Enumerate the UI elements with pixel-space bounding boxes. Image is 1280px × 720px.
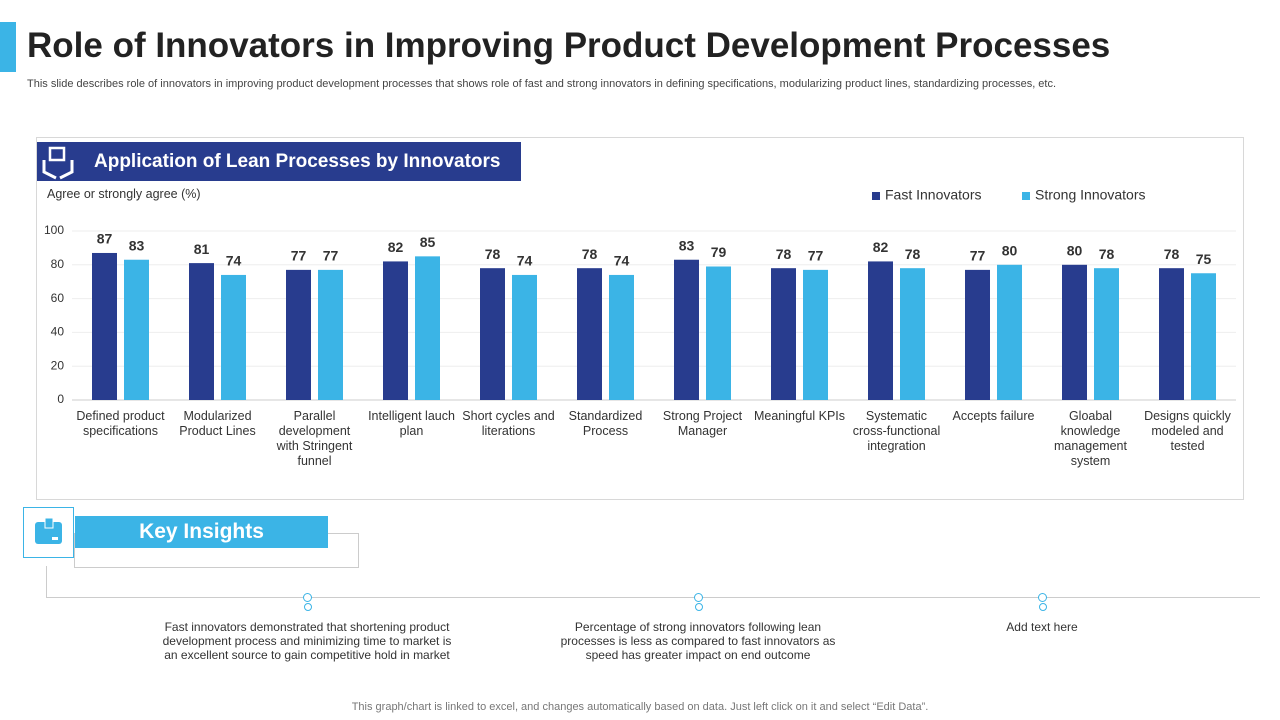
bar: [318, 269, 343, 400]
x-tick-label: Gloabal knowledge management system: [1054, 409, 1127, 468]
x-tick-label: Defined product specifications: [76, 409, 165, 438]
bar: [480, 268, 505, 400]
data-label: 80: [1002, 243, 1018, 259]
insight-text: Add text here: [1006, 620, 1078, 634]
data-label: 78: [776, 246, 792, 262]
insight-icon-box: [23, 507, 74, 558]
insights-title: Key Insights: [75, 516, 328, 548]
bar: [221, 274, 246, 400]
bar: [706, 266, 731, 400]
data-label: 82: [388, 239, 404, 255]
bar: [771, 268, 796, 400]
data-label: 85: [420, 234, 436, 250]
bar: [383, 261, 408, 400]
chart-header: [37, 142, 521, 181]
data-label: 81: [194, 241, 210, 257]
data-label: 83: [129, 237, 145, 253]
chart-title: Application of Lean Processes by Innovat…: [94, 151, 501, 172]
timeline: [46, 597, 1260, 598]
x-tick-label: Modularized Product Lines: [179, 409, 256, 438]
insight-text: Percentage of strong innovators followin…: [560, 620, 836, 662]
y-tick-label: 20: [51, 358, 65, 372]
bar: [512, 274, 537, 400]
insight-text: Fast innovators demonstrated that shorte…: [162, 620, 452, 662]
y-tick-label: 40: [51, 325, 65, 339]
connector: [46, 566, 47, 598]
bar: [286, 269, 311, 400]
bar: [868, 261, 893, 400]
insight-icon: [35, 517, 62, 544]
x-tick-label: Meaningful KPIs: [753, 409, 846, 423]
footer: This graph/chart is linked to excel, and…: [351, 701, 929, 713]
data-label: 77: [291, 248, 307, 264]
x-tick-label: Parallel development with Stringent funn…: [276, 409, 353, 468]
bar: [674, 259, 699, 400]
data-label: 80: [1067, 243, 1083, 259]
insight-marker-tail: [695, 603, 703, 611]
data-label: 78: [485, 246, 501, 262]
x-tick-label: Accepts failure: [952, 409, 1035, 423]
data-label: 78: [1164, 246, 1180, 262]
bar: [189, 263, 214, 400]
bar: [965, 269, 990, 400]
data-label: 74: [614, 253, 630, 269]
data-label: 83: [679, 237, 695, 253]
x-tick-label: Intelligent lauch plan: [368, 409, 455, 438]
x-tick-label: Short cycles and literations: [462, 409, 555, 438]
data-label: 77: [323, 248, 339, 264]
chart-icon: [42, 146, 74, 180]
data-label: 78: [905, 246, 921, 262]
data-label: 77: [808, 248, 824, 264]
y-tick-label: 80: [51, 257, 65, 271]
chart-panel: [36, 137, 1244, 500]
x-tick-label: Standardized Process: [568, 409, 643, 438]
bar: [1094, 268, 1119, 400]
insight-marker: [1038, 593, 1047, 602]
bar: [577, 268, 602, 400]
data-label: 82: [873, 239, 889, 255]
legend-label: Strong Innovators: [1035, 187, 1146, 203]
chart: 0 20 40 60 80 100 Fast Innovators Strong Innova…: [44, 187, 1236, 406]
data-label: 78: [582, 246, 598, 262]
data-label: 75: [1196, 251, 1212, 267]
bar: [1191, 273, 1216, 400]
y-tick-label: 100: [44, 223, 64, 237]
bar: [900, 268, 925, 400]
legend-swatch: [872, 192, 880, 200]
x-tick-label: Strong Project Manager: [662, 409, 743, 438]
insight-marker-tail: [1039, 603, 1047, 611]
legend-swatch: [1022, 192, 1030, 200]
insight-marker: [303, 593, 312, 602]
y-tick-label: 0: [57, 392, 64, 406]
accent-bar: [0, 22, 16, 72]
data-label: 87: [97, 231, 113, 247]
bar: [415, 256, 440, 400]
bar: [92, 252, 117, 400]
data-label: 79: [711, 244, 727, 260]
bar: [1062, 264, 1087, 400]
bar: [997, 264, 1022, 400]
bar: [609, 274, 634, 400]
data-label: 74: [226, 253, 242, 269]
legend-label: Fast Innovators: [885, 187, 982, 203]
title: Role of Innovators in Improving Product …: [27, 26, 1111, 65]
subtitle: This slide describes role of innovators …: [27, 78, 1057, 90]
insight-marker-tail: [304, 603, 312, 611]
data-label: 78: [1099, 246, 1115, 262]
bar: [803, 269, 828, 400]
data-label: 74: [517, 253, 533, 269]
x-tick-label: Designs quickly modeled and tested: [1144, 409, 1231, 453]
bar: [1159, 268, 1184, 400]
insight-marker: [694, 593, 703, 602]
bar: [124, 259, 149, 400]
y-tick-label: 60: [51, 291, 65, 305]
data-label: 77: [970, 248, 986, 264]
x-tick-label: Systematic cross-functional integration: [852, 409, 941, 453]
y-axis-label: Agree or strongly agree (%): [47, 187, 201, 201]
